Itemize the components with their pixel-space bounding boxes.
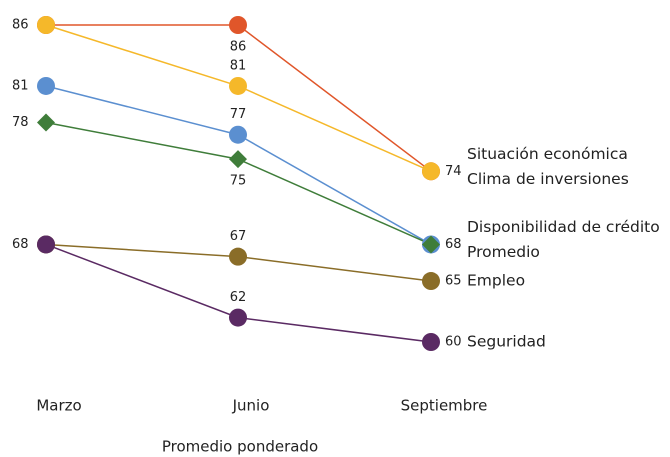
value-label: 65 <box>445 274 462 289</box>
x-tick-label: Junio <box>232 397 270 415</box>
value-label: 75 <box>230 174 247 189</box>
marker <box>229 308 247 327</box>
value-label: 81 <box>12 78 29 93</box>
series-label: Promedio <box>467 243 540 261</box>
value-label: 74 <box>445 164 462 179</box>
marker <box>422 272 440 291</box>
marker <box>229 125 247 144</box>
marker <box>422 162 440 181</box>
value-label: 62 <box>230 290 247 305</box>
marker <box>422 333 440 351</box>
value-label: 86 <box>230 40 247 55</box>
value-label: 86 <box>12 18 29 33</box>
marker <box>229 150 247 169</box>
value-label: 60 <box>445 335 462 350</box>
marker <box>37 16 55 34</box>
x-tick-label: Septiembre <box>401 397 488 415</box>
x-axis-label: Promedio ponderado <box>162 438 318 456</box>
value-label: 81 <box>230 58 247 73</box>
series-label: Clima de inversiones <box>467 170 629 188</box>
value-label: 68 <box>445 237 462 252</box>
value-label: 68 <box>12 237 29 252</box>
marker <box>37 76 55 95</box>
series-label: Disponibilidad de crédito <box>467 218 660 236</box>
marker <box>229 16 247 34</box>
marker <box>37 235 55 254</box>
value-label: 78 <box>12 115 29 130</box>
marker <box>422 235 440 254</box>
marker <box>229 76 247 95</box>
series-label: Situación económica <box>467 145 628 163</box>
x-tick-label: Marzo <box>36 397 81 415</box>
value-label: 67 <box>230 229 247 244</box>
marker <box>229 247 247 266</box>
series-label: Seguridad <box>467 333 546 351</box>
series-label: Empleo <box>467 272 525 290</box>
value-label: 77 <box>230 107 247 122</box>
marker <box>37 113 55 132</box>
